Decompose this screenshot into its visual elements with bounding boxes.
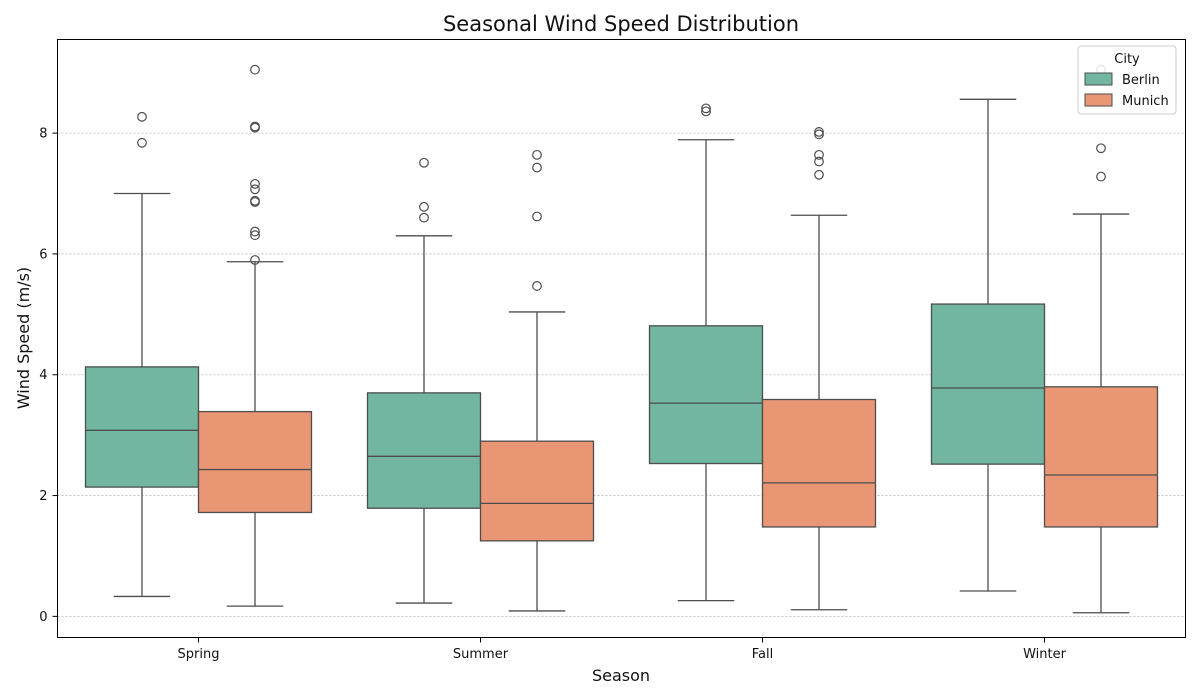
box-body <box>479 440 595 542</box>
box-group-berlin-summer <box>366 157 482 604</box>
outlier-point <box>1096 171 1106 182</box>
outlier-point <box>814 169 824 180</box>
outlier-point <box>1096 143 1106 154</box>
box-body <box>197 410 313 514</box>
outlier-point <box>532 211 542 222</box>
outlier-point <box>250 226 260 237</box>
box-body <box>930 303 1046 465</box>
legend-label-munich: Munich <box>1122 94 1169 109</box>
y-tick-label: 0 <box>39 610 47 625</box>
x-tick-label: Spring <box>178 647 220 662</box>
plot-frame <box>57 39 1186 638</box>
x-axis-ticks: Spring Summer Fall Winter <box>178 637 1067 662</box>
y-axis-label: Wind Speed (m/s) <box>14 267 33 409</box>
outlier-point <box>814 156 824 167</box>
box-group-munich-fall <box>761 127 877 611</box>
x-axis-label: Season <box>592 666 650 685</box>
x-tick-label: Fall <box>752 647 773 662</box>
outlier-point <box>532 162 542 173</box>
box-group-munich-winter <box>1043 64 1159 614</box>
outlier-point <box>419 212 429 223</box>
outlier-point <box>419 157 429 168</box>
box-group-berlin-spring <box>84 111 200 598</box>
outlier-point <box>250 255 260 265</box>
legend-label-berlin: Berlin <box>1122 73 1160 88</box>
box-group-berlin-winter <box>930 98 1046 592</box>
legend-swatch-berlin <box>1084 72 1113 86</box>
outlier-point <box>137 137 147 148</box>
outlier-point <box>814 149 824 160</box>
outlier-point <box>814 129 824 140</box>
outlier-point <box>250 178 260 189</box>
legend-swatch-munich <box>1084 93 1113 107</box>
y-axis-ticks: 0 2 4 6 8 <box>39 127 58 625</box>
outlier-point <box>814 127 824 137</box>
x-tick-label: Winter <box>1023 647 1067 662</box>
box-layer <box>84 64 1159 614</box>
legend-title: City <box>1114 52 1140 67</box>
x-tick-label: Summer <box>453 647 509 662</box>
outlier-point <box>250 230 260 241</box>
outlier-point <box>701 106 711 117</box>
legend-items: Berlin Munich <box>1084 72 1169 109</box>
outlier-point <box>250 64 260 75</box>
y-tick-label: 2 <box>39 489 47 504</box>
y-tick-label: 6 <box>39 247 47 262</box>
y-tick-label: 8 <box>39 127 47 142</box>
box-body <box>84 366 200 488</box>
box-body <box>648 325 764 465</box>
box-group-munich-spring <box>197 64 313 607</box>
outlier-point <box>137 111 147 122</box>
outlier-point <box>532 149 542 160</box>
box-group-berlin-fall <box>648 103 764 602</box>
legend: City Berlin Munich <box>1077 45 1177 115</box>
box-group-munich-summer <box>479 149 595 612</box>
outlier-point <box>250 121 260 132</box>
outlier-point <box>701 103 711 114</box>
outlier-point <box>250 195 260 206</box>
box-body <box>1043 386 1159 528</box>
chart-title: Seasonal Wind Speed Distribution <box>443 12 799 36</box>
y-tick-label: 4 <box>39 368 47 383</box>
outlier-point <box>250 184 260 195</box>
outlier-point <box>532 281 542 291</box>
box-body <box>366 392 482 509</box>
outlier-point <box>419 201 429 212</box>
box-body <box>761 398 877 528</box>
